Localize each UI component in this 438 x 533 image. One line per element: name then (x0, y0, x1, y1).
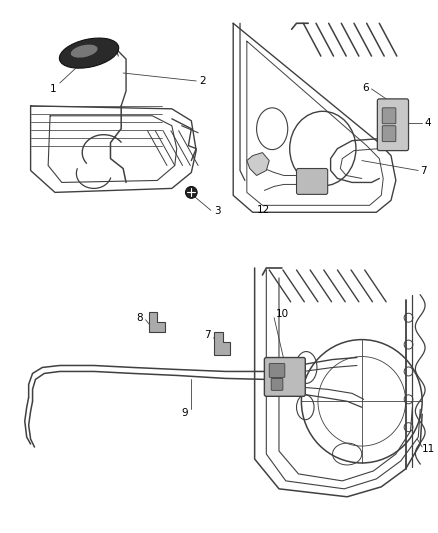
Text: 7: 7 (420, 166, 427, 176)
Text: 4: 4 (424, 118, 431, 128)
Ellipse shape (60, 38, 119, 68)
Text: 6: 6 (362, 83, 369, 93)
FancyBboxPatch shape (382, 126, 396, 142)
Text: 12: 12 (257, 205, 270, 215)
FancyBboxPatch shape (271, 378, 283, 390)
Circle shape (185, 187, 197, 198)
FancyBboxPatch shape (378, 99, 409, 151)
Text: 1: 1 (50, 84, 57, 94)
Text: 11: 11 (422, 444, 435, 454)
Text: 8: 8 (136, 313, 143, 323)
FancyBboxPatch shape (382, 108, 396, 124)
Polygon shape (214, 332, 230, 354)
Text: 7: 7 (204, 329, 211, 340)
Text: 2: 2 (199, 76, 206, 86)
Polygon shape (149, 312, 165, 332)
Ellipse shape (71, 45, 98, 58)
Polygon shape (247, 152, 269, 175)
FancyBboxPatch shape (265, 358, 305, 397)
Text: 10: 10 (276, 309, 289, 319)
FancyBboxPatch shape (269, 364, 285, 377)
FancyBboxPatch shape (297, 168, 328, 195)
Text: 9: 9 (182, 408, 188, 418)
Text: 3: 3 (214, 206, 220, 216)
